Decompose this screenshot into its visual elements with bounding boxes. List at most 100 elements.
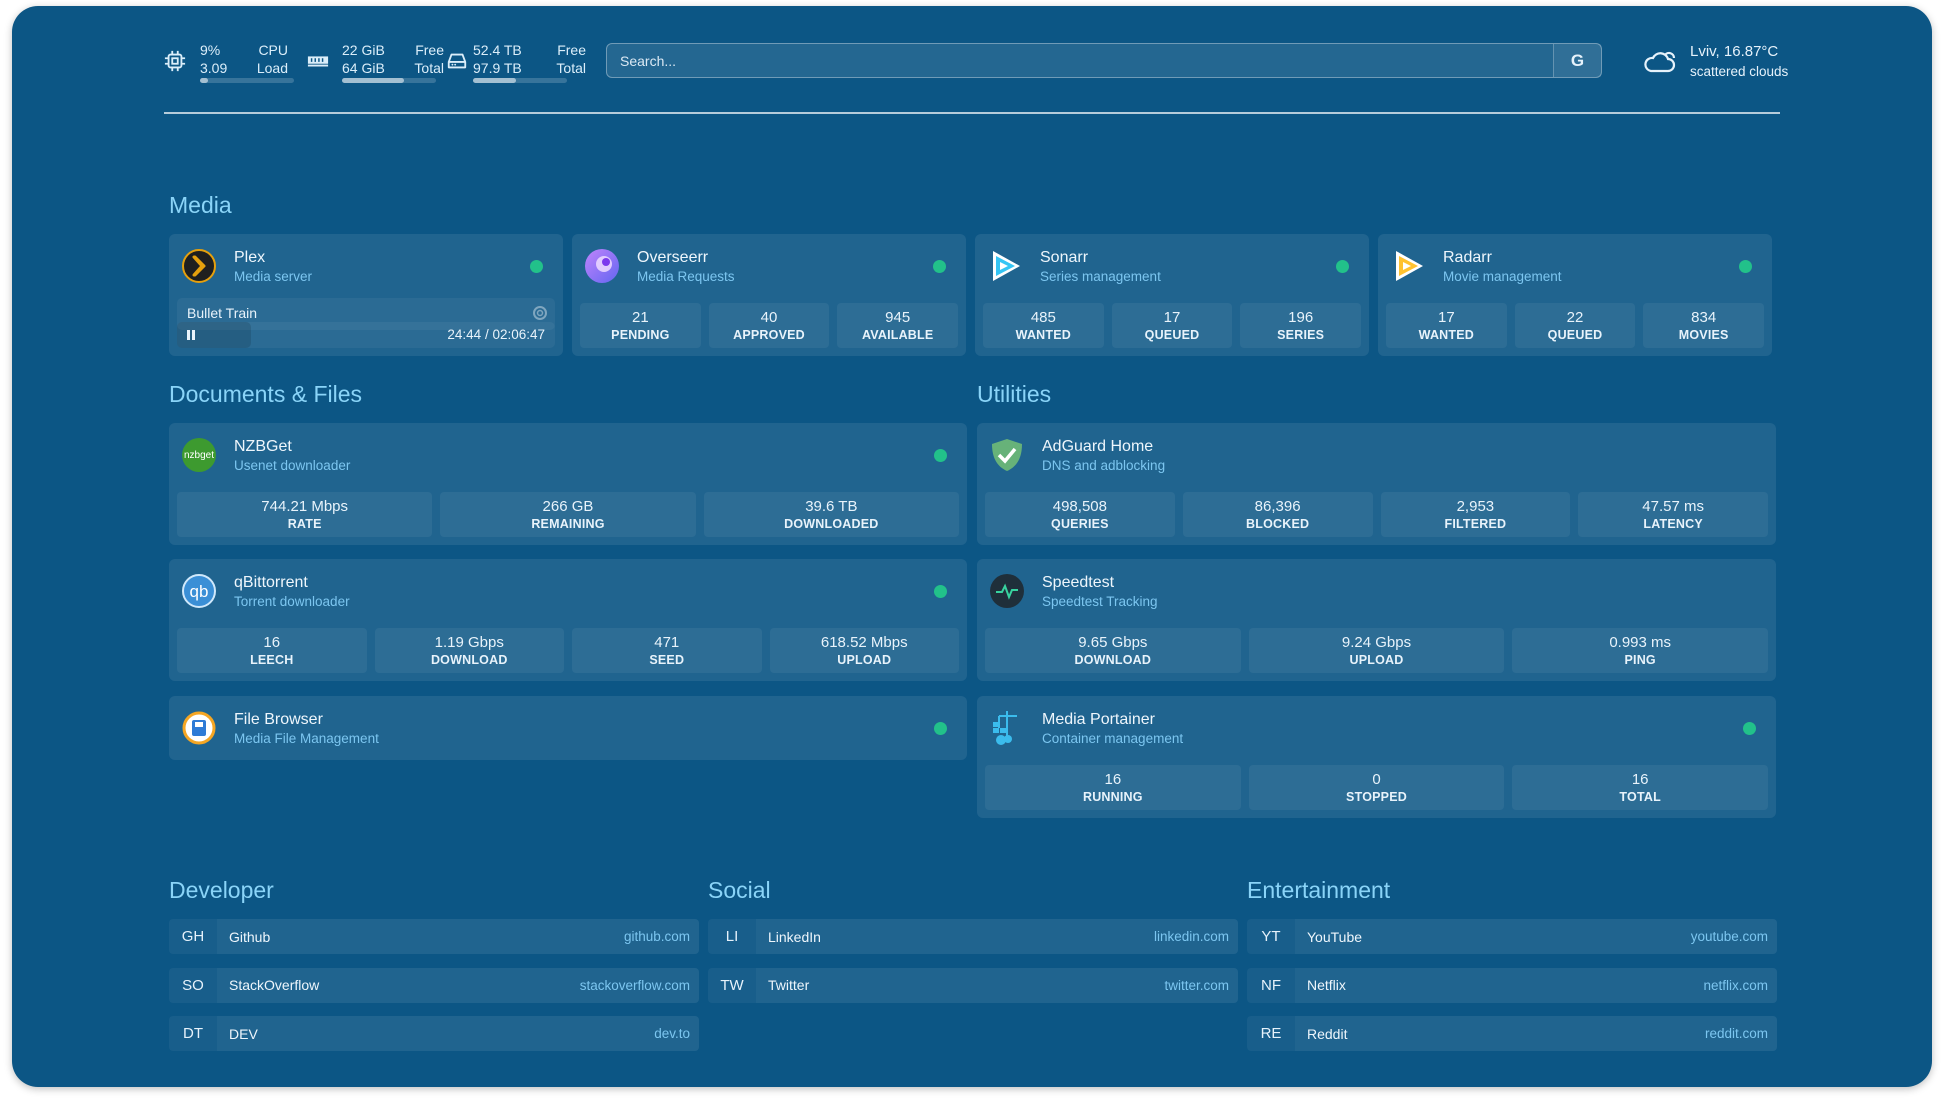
radarr-icon — [1396, 251, 1423, 281]
bookmark-link[interactable]: LinkedIn linkedin.com — [756, 919, 1238, 954]
stat-value: 834 — [1691, 309, 1717, 326]
service-description: Torrent downloader — [234, 594, 350, 609]
service-stats: 16 LEECH 1.19 Gbps DOWNLOAD 471 SEED 618.52 Mb… — [177, 628, 959, 673]
status-indicator — [934, 722, 947, 735]
adguard-shield-icon — [992, 439, 1022, 471]
stat-value: 47.57 ms — [1642, 498, 1704, 515]
stat-value: 266 GB — [542, 498, 594, 515]
search-provider-button[interactable]: G — [1553, 44, 1601, 77]
service-stats: 21 PENDING 40 APPROVED 945 AVAILABLE — [580, 303, 959, 348]
group-heading: Entertainment — [1247, 877, 1391, 903]
bookmark-netflix[interactable]: NF Netflix netflix.com — [1247, 967, 1777, 1003]
cpu-load: 3.09 — [200, 60, 228, 76]
status-indicator — [934, 585, 947, 598]
bookmark-link[interactable]: YouTube youtube.com — [1295, 919, 1777, 954]
stat-value: 744.21 Mbps — [261, 498, 349, 515]
service-card-speedtest[interactable]: Speedtest Speedtest Tracking 9.65 Gbps DOWN… — [977, 559, 1776, 681]
bookmark-name: LinkedIn — [768, 928, 821, 945]
service-description: Movie management — [1443, 269, 1562, 284]
stat-block: 17 WANTED — [1386, 303, 1507, 348]
stat-block: 9.65 Gbps DOWNLOAD — [985, 628, 1241, 673]
bookmark-url: youtube.com — [1690, 929, 1768, 944]
stat-block: 0.993 ms PING — [1512, 628, 1769, 673]
service-card-overseerr[interactable]: Overseerr Media Requests 21 PENDING 40 APPROV… — [572, 234, 966, 356]
bookmark-name: Twitter — [768, 977, 810, 993]
pause-icon[interactable] — [187, 330, 195, 340]
bookmark-twitter[interactable]: TW Twitter twitter.com — [708, 967, 1238, 1003]
bookmark-abbreviation: RE — [1247, 1016, 1295, 1051]
stat-value: 485 — [1030, 309, 1056, 326]
bookmark-dev[interactable]: DT DEV dev.to — [169, 1016, 699, 1051]
bookmark-youtube[interactable]: YT YouTube youtube.com — [1247, 919, 1777, 954]
plex-icon — [182, 249, 216, 283]
stat-block: 16 TOTAL — [1512, 765, 1769, 810]
stat-label: RUNNING — [1082, 790, 1143, 804]
bookmark-linkedin[interactable]: LI LinkedIn linkedin.com — [708, 919, 1238, 954]
stat-value: 618.52 Mbps — [820, 634, 908, 651]
total-label: Total — [414, 60, 444, 76]
bookmark-link[interactable]: StackOverflow stackoverflow.com — [217, 967, 699, 1003]
bookmark-url: stackoverflow.com — [579, 977, 690, 993]
bookmark-link[interactable]: Reddit reddit.com — [1295, 1016, 1777, 1051]
disk-total: 97.9 TB — [473, 60, 522, 76]
stat-block: 0 STOPPED — [1248, 765, 1505, 810]
status-indicator — [1743, 722, 1756, 735]
stat-block: 39.6 TB DOWNLOADED — [703, 492, 959, 537]
bookmark-link[interactable]: Netflix netflix.com — [1295, 967, 1777, 1003]
search-input[interactable] — [606, 43, 1602, 78]
stat-label: LEECH — [250, 653, 294, 667]
stat-block: 2,953 FILTERED — [1380, 492, 1571, 537]
service-name: Sonarr — [1040, 249, 1089, 266]
stat-block: 618.52 Mbps UPLOAD — [769, 628, 959, 673]
bookmark-abbreviation: NF — [1247, 967, 1295, 1003]
bookmark-abbreviation: TW — [708, 967, 756, 1003]
bookmark-link[interactable]: Github github.com — [217, 919, 699, 954]
stat-block: 86,396 BLOCKED — [1182, 492, 1373, 537]
stat-block: 21 PENDING — [580, 303, 701, 348]
service-card-radarr[interactable]: Radarr Movie management 17 WANTED 22 QUEUED 83… — [1378, 234, 1772, 356]
group-heading: Social — [708, 877, 771, 903]
stat-label: LATENCY — [1643, 517, 1703, 531]
header-divider — [164, 112, 1780, 114]
stat-label: UPLOAD — [837, 653, 892, 667]
cloud-icon — [1644, 51, 1676, 73]
service-card-sonarr[interactable]: Sonarr Series management 485 WANTED 17 QUEUED… — [975, 234, 1369, 356]
stat-value: 196 — [1288, 309, 1314, 326]
service-card-qbittorrent[interactable]: qb qBittorrent Torrent downloader 16 LEECH 1.… — [169, 559, 967, 681]
service-card-file-browser[interactable]: File Browser Media File Management — [169, 696, 967, 760]
free-label: Free — [415, 42, 444, 58]
service-name: qBittorrent — [234, 574, 308, 591]
disk-icon — [447, 53, 467, 69]
service-card-nzbget[interactable]: nzbget NZBGet Usenet downloader 744.21 Mbps… — [169, 423, 967, 545]
bookmark-link[interactable]: DEV dev.to — [217, 1016, 699, 1051]
stat-label: AVAILABLE — [861, 328, 934, 342]
stat-value: 22 — [1566, 309, 1584, 326]
stat-block: 744.21 Mbps RATE — [177, 492, 433, 537]
stat-label: QUERIES — [1051, 517, 1109, 531]
stat-label: TOTAL — [1619, 790, 1661, 804]
stat-block: 22 QUEUED — [1514, 303, 1636, 348]
stat-label: UPLOAD — [1349, 653, 1404, 667]
bookmark-reddit[interactable]: RE Reddit reddit.com — [1247, 1016, 1777, 1051]
bookmark-link[interactable]: Twitter twitter.com — [756, 967, 1238, 1003]
svg-text:nzbget: nzbget — [184, 450, 214, 461]
service-card-media-portainer[interactable]: Media Portainer Container management 16 RUN… — [977, 696, 1776, 818]
bookmark-name: Reddit — [1307, 1025, 1348, 1042]
service-card-plex[interactable]: Plex Media server Bullet Train 24:44 / 02:0… — [169, 234, 563, 356]
stat-value: 9.65 Gbps — [1078, 634, 1148, 651]
stat-block: 498,508 QUERIES — [985, 492, 1175, 537]
stat-label: DOWNLOADED — [784, 517, 879, 531]
now-playing-row[interactable]: Bullet Train — [177, 298, 555, 330]
stat-block: 266 GB REMAINING — [440, 492, 696, 537]
stat-value: 471 — [654, 634, 680, 651]
gear-icon[interactable] — [532, 305, 548, 321]
service-description: Speedtest Tracking — [1042, 594, 1158, 609]
service-card-adguard-home[interactable]: AdGuard Home DNS and adblocking 498,508 QUE… — [977, 423, 1776, 545]
bookmark-github[interactable]: GH Github github.com — [169, 919, 699, 954]
stat-label: SEED — [649, 653, 685, 667]
playback-progress[interactable]: 24:44 / 02:06:47 — [177, 322, 555, 348]
nzbget-icon: nzbget — [182, 438, 216, 472]
memory-widget: 22 GiB 64 GiB Free Total — [304, 40, 444, 85]
bookmark-url: github.com — [623, 929, 690, 944]
bookmark-stackoverflow[interactable]: SO StackOverflow stackoverflow.com — [169, 967, 699, 1003]
